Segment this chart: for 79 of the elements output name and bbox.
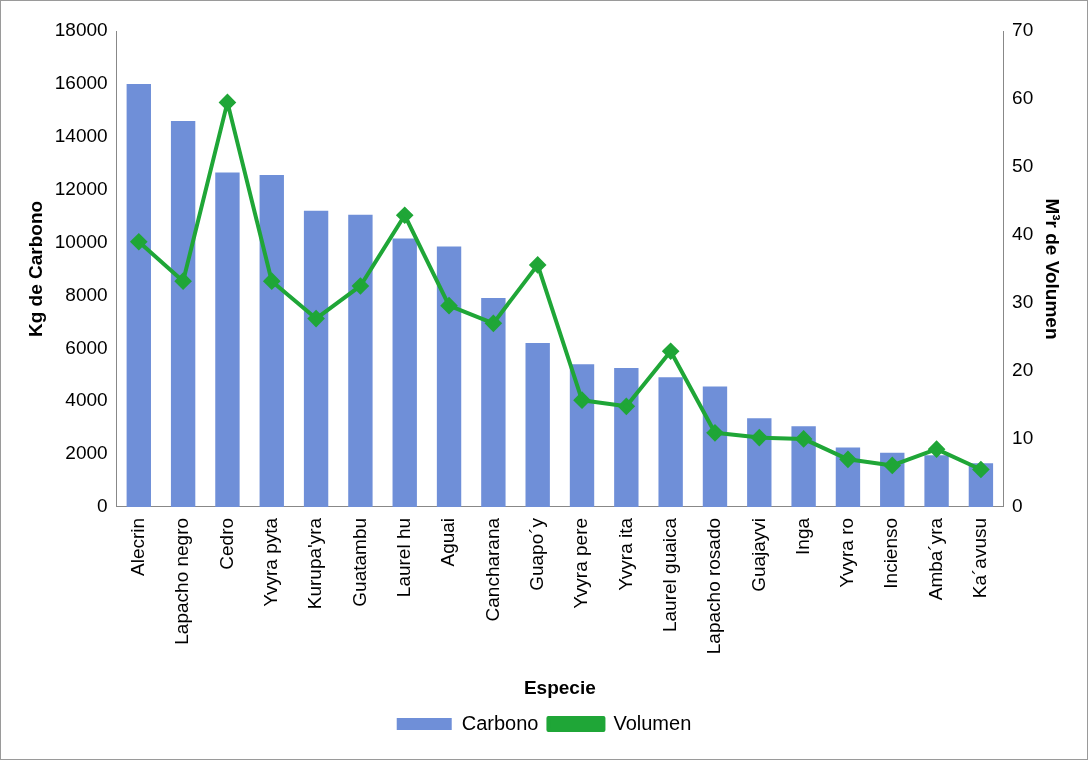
bar [392,238,417,507]
y-tick-label: 14000 [54,125,108,146]
bar [303,210,329,507]
point [175,273,192,290]
y2-tick-label: 50 [1012,155,1034,177]
y-tick-label: 10000 [54,230,108,252]
bar [614,368,639,507]
point [928,441,945,458]
y-tick-label: 12000 [54,177,108,199]
bar [259,175,284,507]
point [441,297,458,314]
x-tick-label: Guajayvi [747,517,769,592]
point [219,94,236,111]
point [529,256,546,273]
point [308,310,325,327]
x-tick-label: Amba´yra [924,517,946,601]
x-tick-label: Incienso [880,517,902,589]
point [352,277,369,294]
x-tick-label: Lapacho rosado [703,517,725,655]
point [706,424,723,441]
y2-tick-label: 70 [1012,19,1034,41]
y2-tick-label: 0 [1012,495,1023,517]
point [485,315,502,332]
y-tick-label: 2000 [65,442,108,464]
point [884,457,901,474]
y-tick-label: 18000 [54,19,108,41]
y-tick-label: 4000 [65,389,108,411]
bar [525,343,550,507]
y-axis-title: Kg de Carbono [24,200,46,338]
bar [702,386,728,507]
point [574,392,591,409]
y2-tick-label: 30 [1012,291,1034,313]
x-tick-label: Laurel guaica [658,517,680,633]
x-tick-label: Kurupa'yra [304,517,326,610]
y2-tick-label: 40 [1012,223,1034,245]
y-tick-label: 8000 [65,283,108,305]
y2-tick-label: 60 [1012,87,1034,109]
bar [348,214,373,507]
x-axis-title: Especie [523,676,596,698]
y2-tick-label: 10 [1012,427,1034,449]
x-tick-label: Cedro [215,517,237,570]
bar [924,455,949,507]
y2-tick-label: 20 [1012,359,1034,381]
bar [126,83,151,507]
bar [481,298,506,507]
point [751,429,768,446]
point [618,398,635,415]
bar [215,172,240,507]
point [795,430,812,447]
x-tick-label: Cancharana [481,517,503,622]
x-tick-label: Laurel hu [392,517,414,598]
x-tick-label: Alecrin [127,517,149,576]
y-tick-label: 6000 [65,336,108,358]
x-tick-label: Yvyra ro [836,517,858,588]
bar [747,418,772,507]
x-tick-label: Ka´avusu [969,517,991,599]
y-tick-label: 0 [97,495,108,517]
x-tick-label: Yvyra pere [570,517,592,609]
y2-axis-title: M³r de Volumen [1042,198,1064,340]
x-tick-label: Guapo´y [525,517,547,591]
legend-label: Carbono [461,711,539,734]
bar [170,120,196,507]
x-tick-label: Lapacho negro [171,517,193,645]
x-tick-label: Aguai [437,517,459,567]
point [130,233,147,250]
y-tick-label: 16000 [54,72,108,94]
point [972,461,989,478]
point [396,207,413,224]
x-tick-label: Yvyra pyta [259,517,281,607]
point [839,451,856,468]
x-tick-label: Guatambu [348,517,370,607]
point [263,273,280,290]
x-tick-label: Inga [791,517,813,555]
bar [569,364,595,507]
bar [436,246,462,507]
x-tick-label: Yvyra ita [614,517,636,591]
legend-label: Volumen [613,711,692,734]
point [662,343,679,360]
bar [658,377,683,507]
